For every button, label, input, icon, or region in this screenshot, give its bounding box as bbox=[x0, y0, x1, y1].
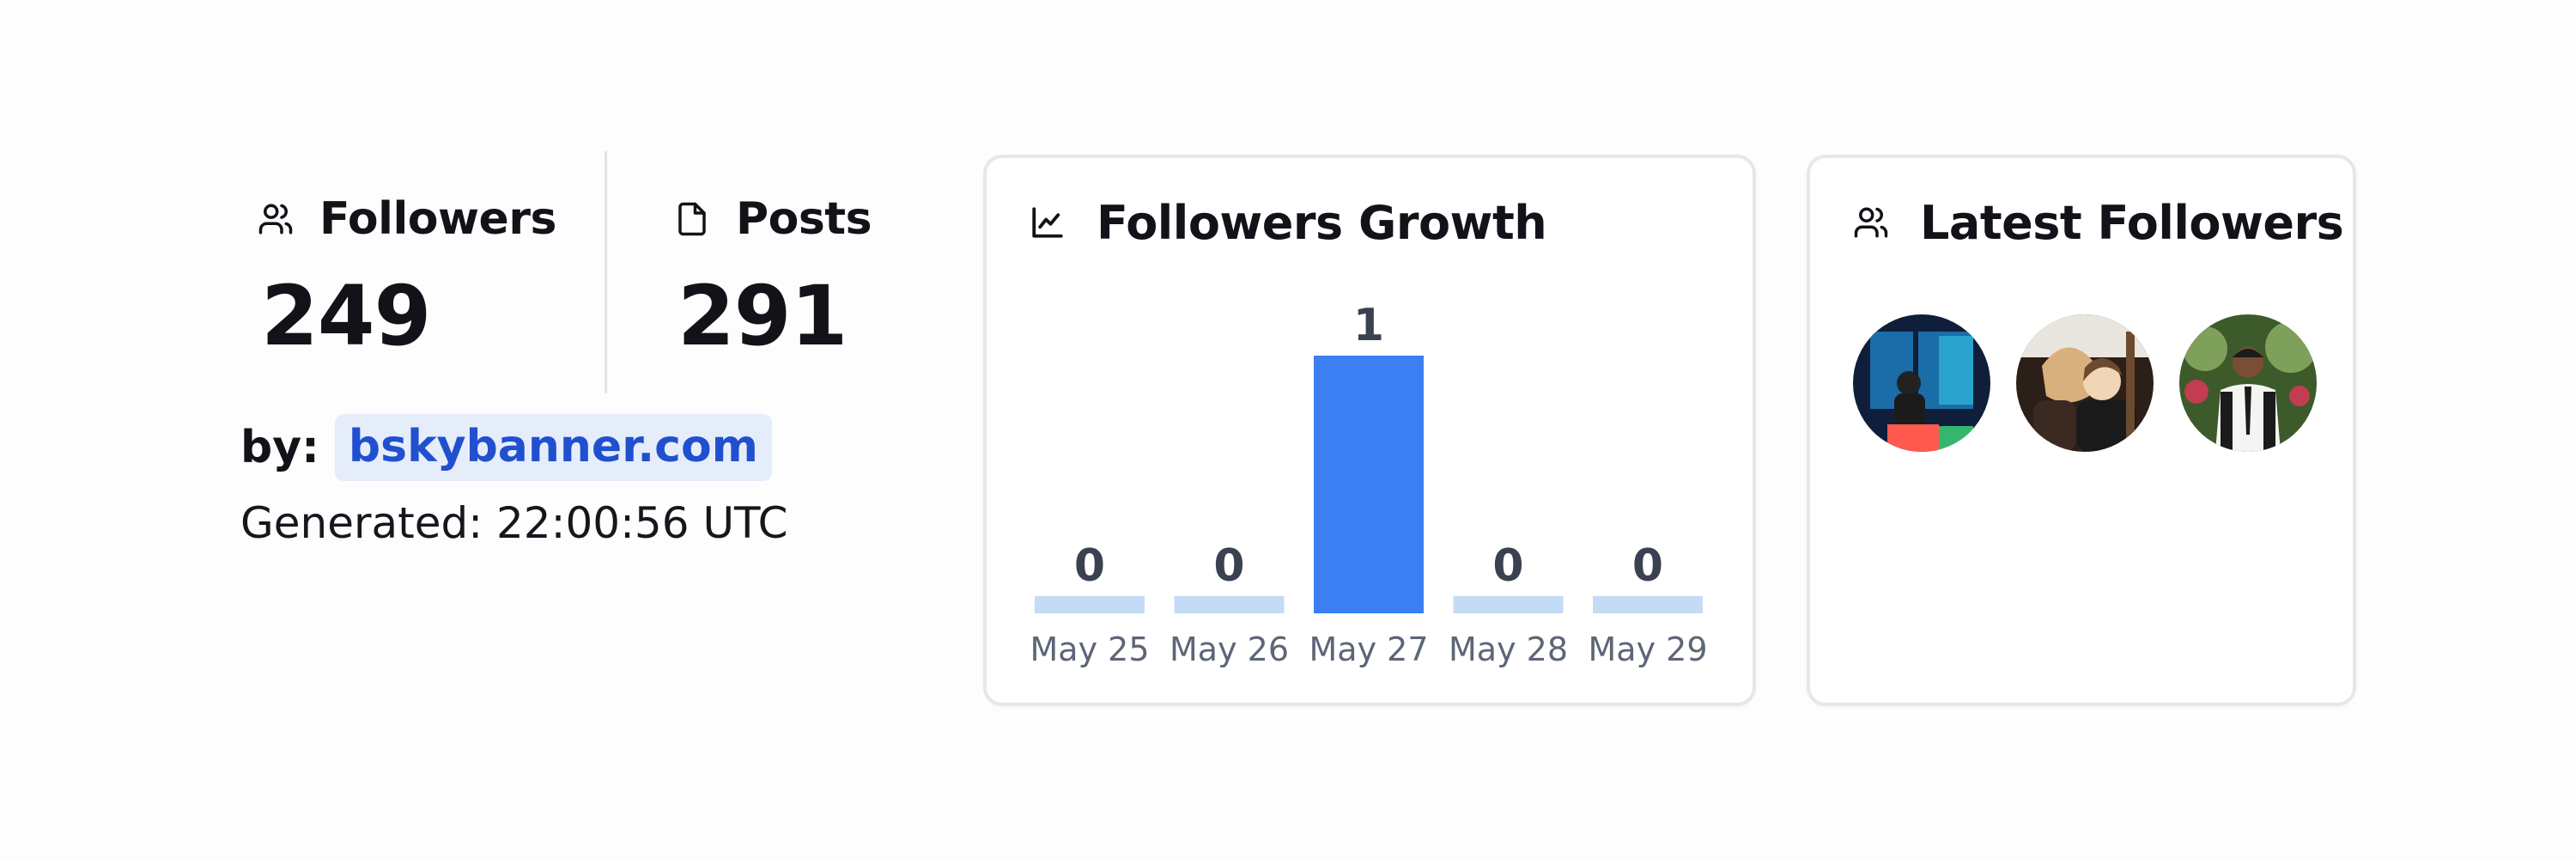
followers-label: Followers bbox=[319, 193, 556, 245]
latest-followers-header: Latest Followers bbox=[1853, 192, 2344, 253]
x-tick-label: May 25 bbox=[1030, 631, 1150, 668]
bar-may-29 bbox=[1593, 596, 1703, 613]
bar-may-25 bbox=[1035, 596, 1145, 613]
bar-value-label: 1 bbox=[1353, 300, 1384, 351]
followers-growth-chart: 0 May 25 0 May 26 1 May 27 0 May 28 0 May 29 bbox=[1030, 300, 1708, 668]
bskybanner-link[interactable]: bskybanner.com bbox=[334, 414, 772, 481]
bar-may-28 bbox=[1453, 596, 1564, 613]
byline: by: bskybanner.com bbox=[240, 414, 772, 481]
stat-divider bbox=[605, 151, 607, 393]
line-chart-icon bbox=[1030, 204, 1066, 241]
bar-may-26 bbox=[1174, 596, 1285, 613]
x-tick-label: May 28 bbox=[1449, 631, 1568, 668]
follower-avatar-2[interactable] bbox=[2016, 314, 2154, 452]
latest-followers-title: Latest Followers bbox=[1920, 195, 2344, 250]
posts-label: Posts bbox=[736, 193, 872, 245]
x-tick-label: May 27 bbox=[1309, 631, 1429, 668]
followers-stat-header: Followers bbox=[258, 189, 556, 249]
users-icon bbox=[258, 201, 294, 237]
posts-stat: Posts 291 bbox=[674, 189, 872, 357]
followers-growth-card: 0 May 25 0 May 26 1 May 27 0 May 28 0 May 29 Foll… bbox=[983, 155, 1756, 706]
users-icon bbox=[1853, 204, 1889, 241]
file-icon bbox=[674, 201, 710, 237]
followers-count: 249 bbox=[261, 268, 431, 364]
posts-count: 291 bbox=[677, 268, 848, 364]
follower-avatar-1[interactable] bbox=[1853, 314, 1990, 452]
latest-followers-card: Latest Followers bbox=[1807, 155, 2356, 706]
followers-stat: Followers 249 bbox=[258, 189, 556, 357]
bar-value-label: 0 bbox=[1074, 540, 1105, 592]
byline-label: by: bbox=[240, 422, 319, 473]
followers-growth-title: Followers Growth bbox=[1097, 195, 1547, 250]
bar-may-27 bbox=[1314, 356, 1424, 613]
generated-timestamp: Generated: 22:00:56 UTC bbox=[240, 498, 788, 548]
bar-value-label: 0 bbox=[1213, 540, 1244, 592]
bar-value-label: 0 bbox=[1492, 540, 1523, 592]
followers-growth-header: Followers Growth bbox=[1030, 192, 1547, 253]
bar-value-label: 0 bbox=[1632, 540, 1663, 592]
latest-followers-avatars bbox=[1853, 314, 2342, 452]
posts-stat-header: Posts bbox=[674, 189, 872, 249]
follower-avatar-3[interactable] bbox=[2179, 314, 2317, 452]
x-tick-label: May 26 bbox=[1170, 631, 1289, 668]
x-tick-label: May 29 bbox=[1589, 631, 1708, 668]
